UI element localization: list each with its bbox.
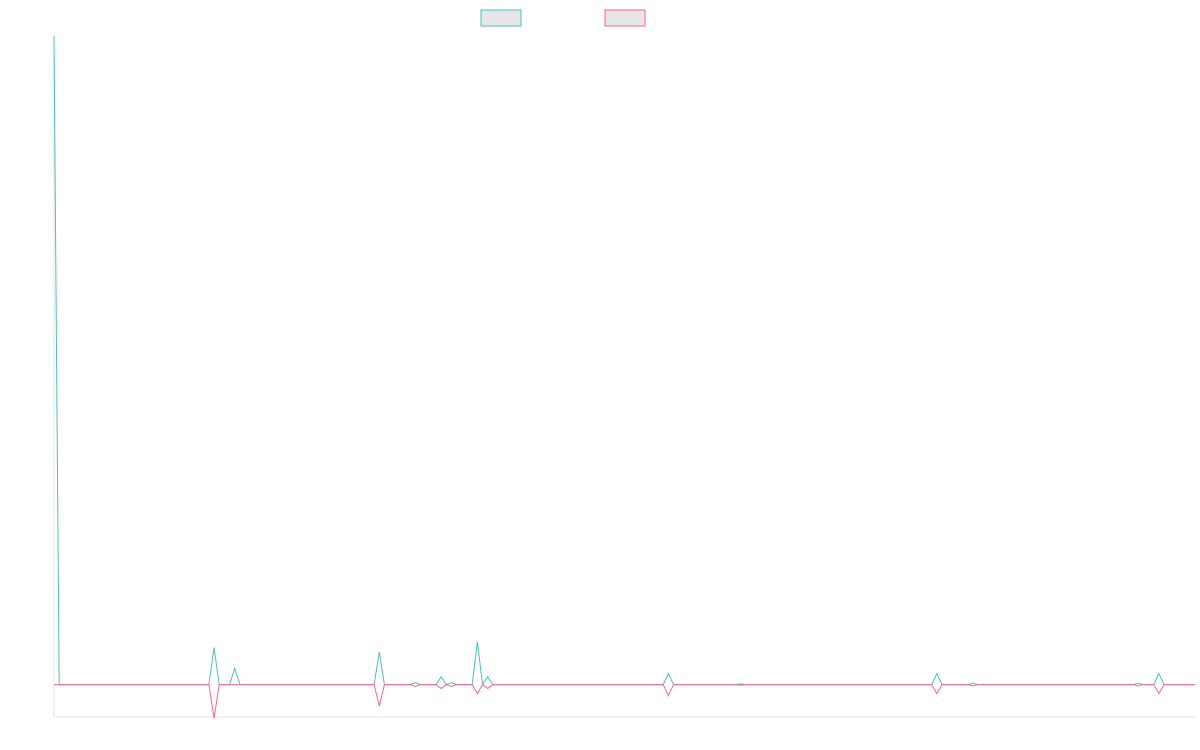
legend-swatch-series-1[interactable] [480, 9, 522, 27]
legend-swatch-series-2[interactable] [604, 9, 646, 27]
series-line-2 [54, 683, 1195, 719]
series-layer [53, 35, 1195, 719]
legend[interactable] [480, 9, 646, 27]
series-line-1 [53, 35, 1195, 686]
axes [53, 36, 1195, 718]
